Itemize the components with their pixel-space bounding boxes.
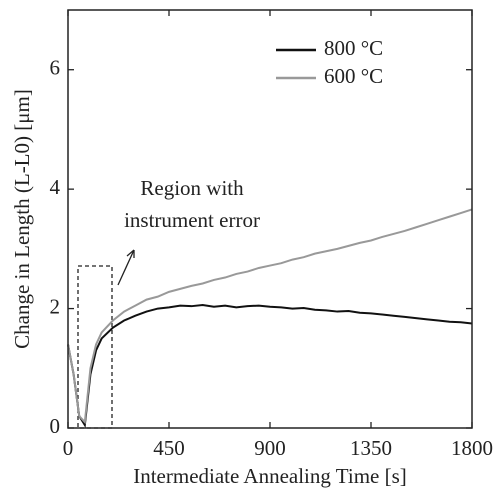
y-tick-label: 2 (50, 294, 61, 318)
x-axis-label: Intermediate Annealing Time [s] (133, 464, 407, 488)
y-tick-label: 0 (50, 414, 61, 438)
x-tick-label: 900 (254, 436, 286, 460)
legend-label: 600 °C (324, 64, 383, 88)
x-tick-label: 1800 (451, 436, 493, 460)
x-tick-label: 450 (153, 436, 185, 460)
x-tick-label: 0 (63, 436, 74, 460)
y-tick-label: 4 (50, 175, 61, 199)
annotation-arrow (117, 249, 135, 286)
x-tick-label: 1350 (350, 436, 392, 460)
annotation: Region with (140, 176, 244, 200)
y-axis-label: Change in Length (L-L0) [μm] (10, 89, 34, 349)
annotation-arrowhead (126, 249, 135, 258)
y-tick-label: 6 (50, 56, 61, 80)
data-line (67, 208, 473, 425)
legend-label: 800 °C (324, 36, 383, 60)
data-line (67, 303, 473, 428)
annotation: instrument error (124, 208, 260, 232)
